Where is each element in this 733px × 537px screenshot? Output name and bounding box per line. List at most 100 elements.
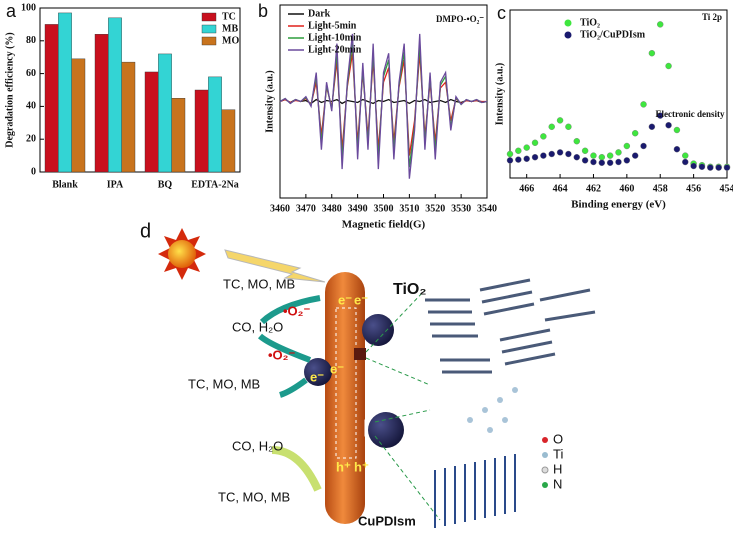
hole: h⁺	[354, 459, 369, 474]
point	[640, 101, 647, 108]
tio2-particle	[368, 412, 404, 448]
molecular-stacks	[425, 278, 596, 374]
species-label: TC, MO, MB	[188, 376, 260, 391]
point	[665, 121, 672, 129]
legend-swatch	[564, 31, 572, 39]
marker	[354, 348, 366, 360]
bar	[144, 71, 159, 173]
bar	[94, 34, 109, 173]
material-label: TiO₂	[393, 281, 426, 298]
point	[673, 145, 681, 153]
x-tick-label: 3520	[425, 203, 445, 214]
point	[598, 153, 606, 161]
x-tick-label: Blank	[52, 179, 78, 190]
point	[657, 112, 664, 119]
point	[715, 164, 722, 171]
point	[682, 158, 689, 166]
bar	[71, 58, 86, 173]
legend-label: Light-5min	[308, 20, 357, 31]
x-tick-label: 3500	[374, 203, 394, 214]
hole: h⁺	[336, 459, 351, 474]
point	[657, 21, 664, 28]
x-tick-label: 456	[686, 183, 701, 194]
arrows	[257, 295, 321, 398]
legend-label: N	[553, 476, 562, 491]
bar	[208, 76, 222, 173]
point	[615, 158, 622, 166]
bar	[108, 17, 122, 173]
legend-label: MB	[222, 23, 238, 34]
point	[648, 123, 656, 131]
sun	[158, 228, 206, 280]
x-tick-label: 466	[519, 183, 534, 194]
point	[640, 142, 647, 150]
annotation: Ti 2p	[702, 12, 722, 22]
x-tick-label: 3540	[477, 203, 497, 214]
legend-label: H	[553, 461, 562, 476]
lattice	[467, 387, 518, 433]
x-tick-label: 3470	[296, 203, 316, 214]
diagram: d O Ti H N TC, MO, MB •O₂⁻ CO, H₂O •O₂⁻ …	[140, 220, 596, 528]
point	[573, 137, 580, 145]
x-tick-label: 3460	[270, 203, 290, 214]
x-tick-label: 454	[720, 183, 733, 194]
x-tick-label: 3480	[322, 203, 342, 214]
plot-frame	[509, 9, 728, 179]
legend-swatch	[201, 24, 217, 34]
panel-label: d	[140, 220, 151, 242]
point	[682, 152, 689, 159]
legend-label: TC	[222, 11, 236, 22]
y-axis-label: Intensity (a.u.)	[264, 70, 275, 133]
point	[623, 157, 631, 164]
legend-label: Ti	[553, 446, 563, 461]
product-label: CO, H₂O	[232, 319, 283, 334]
y-tick-label: 40	[26, 101, 36, 112]
point	[548, 123, 555, 131]
point	[623, 142, 631, 150]
x-tick-label: 462	[586, 183, 601, 194]
x-axis-label: Binding energy (eV)	[571, 199, 666, 211]
material-label: CuPDIsm	[358, 513, 416, 528]
bar	[194, 89, 209, 173]
point	[515, 156, 522, 163]
point	[723, 164, 731, 171]
point	[573, 153, 580, 161]
electron: e⁻	[330, 361, 344, 376]
point	[590, 158, 597, 166]
plot-frame	[39, 7, 241, 173]
electron: e⁻	[354, 292, 368, 307]
radical-label: •O₂⁻	[268, 347, 295, 362]
point	[531, 153, 539, 161]
electron: e⁻	[310, 369, 324, 384]
point	[615, 149, 622, 156]
y-tick-label: 100	[21, 2, 36, 13]
arrow	[271, 446, 322, 492]
point	[673, 126, 681, 134]
x-tick-label: 458	[653, 183, 668, 194]
point	[565, 123, 572, 131]
electron: e⁻	[338, 292, 352, 307]
panel-label: c	[497, 3, 506, 23]
point	[648, 50, 656, 57]
point	[606, 159, 614, 167]
point	[506, 150, 514, 158]
point	[515, 147, 522, 155]
point	[581, 157, 589, 164]
bar	[171, 97, 186, 173]
point	[581, 147, 589, 155]
bar	[58, 12, 72, 173]
point	[523, 155, 530, 163]
x-tick-label: EDTA-2Na	[191, 179, 239, 190]
band-gap	[335, 307, 357, 459]
point	[598, 159, 606, 167]
legend-label: Light-10min	[308, 32, 362, 43]
bar	[44, 24, 59, 173]
x-tick-label: 464	[553, 183, 568, 194]
y-tick-label: 0	[31, 166, 36, 177]
annotation: Electronic density	[655, 109, 725, 119]
radical-label: •O₂⁻	[283, 303, 310, 318]
point	[606, 152, 614, 159]
y-axis-label: Degradation efficiency (%)	[4, 32, 15, 148]
product-label: CO, H₂O	[232, 438, 283, 453]
point	[631, 152, 639, 159]
